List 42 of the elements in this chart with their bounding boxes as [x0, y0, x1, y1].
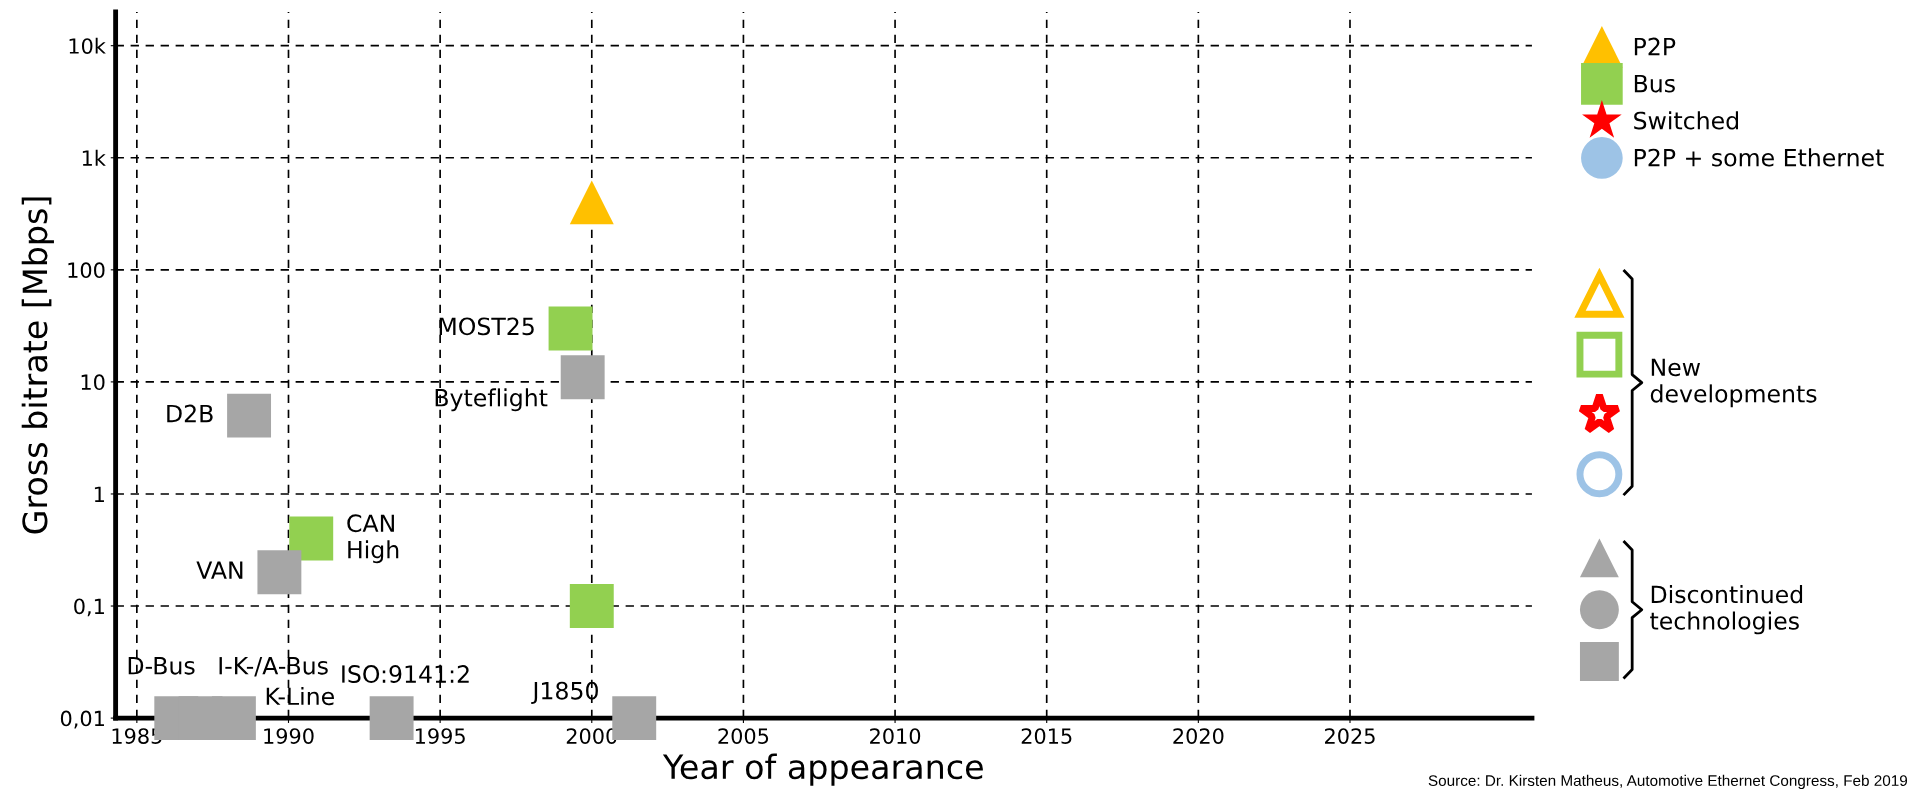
y-tick-label: 1k: [82, 149, 106, 166]
y-tick-label: 1: [94, 486, 104, 502]
text: Discontinued technologies: [1650, 585, 1803, 635]
point: [369, 696, 414, 741]
point: [569, 584, 614, 628]
legend-label: Switched: [1634, 111, 1738, 130]
annotation: D-Bus: [128, 657, 195, 675]
legend-label: P2P: [1634, 37, 1676, 56]
point: [548, 306, 593, 351]
point: [227, 393, 272, 438]
x-tick-label: 2025: [1325, 728, 1375, 744]
point: [560, 355, 605, 400]
source-note: Source: Dr. Kirsten Matheus, Automotive Ethernet Congress, Feb 2019: [1428, 774, 1908, 790]
point: [289, 516, 334, 561]
annotation: I-K-/A-Bus: [219, 657, 328, 677]
point: [211, 696, 256, 741]
y-tick-label: 100: [68, 262, 105, 279]
y-tick-label: 0,01: [60, 710, 104, 729]
x-tick-label: 2010: [870, 728, 921, 744]
annotation: J1850: [531, 681, 598, 705]
legend-label: Bus: [1634, 74, 1675, 93]
annotation: CAN High: [347, 514, 399, 564]
x-tick-label: 1995: [415, 728, 465, 744]
legend-label: P2P + some Ethernet: [1634, 148, 1884, 167]
annotation: K-Line: [266, 686, 334, 706]
annotation: MOST25: [439, 317, 534, 336]
y-tick-label: 10k: [69, 37, 106, 54]
point: [569, 180, 614, 225]
x-tick-label: 2015: [1021, 728, 1072, 744]
annotation: ISO:9141:2: [342, 665, 469, 683]
point: [257, 550, 302, 595]
x-axis-title: Year of appearance: [662, 753, 983, 786]
y-tick-label: 0,1: [74, 598, 104, 617]
y-axis-title: Gross bitrate [Mbps]: [21, 197, 54, 534]
text: New developments: [1650, 358, 1817, 408]
x-tick-label: 1990: [264, 728, 314, 744]
x-tick-label: 2005: [718, 728, 769, 744]
y-tick-label: 10: [81, 374, 105, 391]
annotation: D2B: [167, 404, 213, 423]
annotation: VAN: [196, 561, 243, 579]
x-tick-label: 2020: [1173, 728, 1224, 744]
annotation: Byteflight: [435, 388, 548, 412]
